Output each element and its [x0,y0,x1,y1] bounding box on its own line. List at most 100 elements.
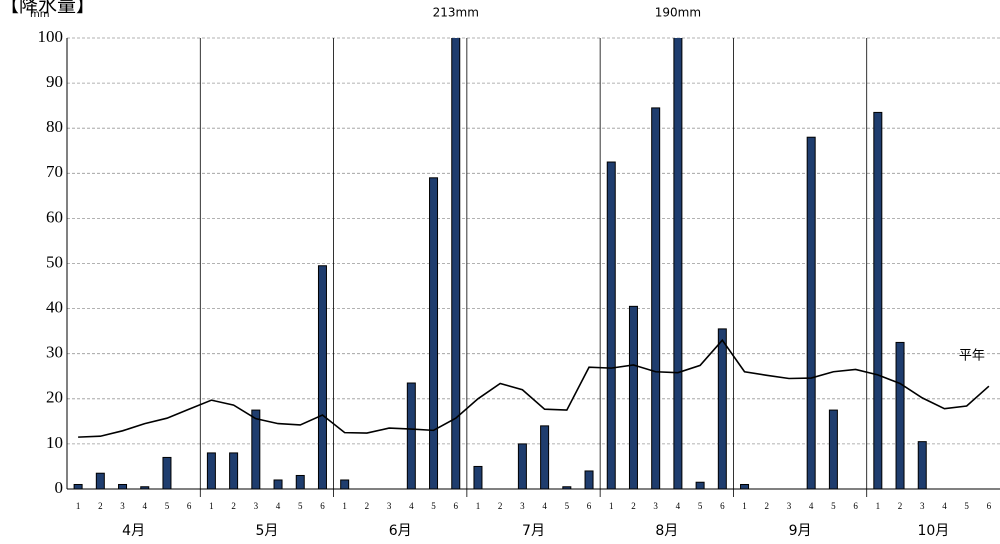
bar [651,107,661,489]
x-tick-label: 2 [231,501,236,511]
x-tick-label: 1 [342,501,347,511]
y-tick-label: 50 [46,252,63,271]
x-tick-label: 5 [698,501,703,511]
x-tick-label: 3 [254,501,259,511]
x-tick-label: 6 [587,501,592,511]
x-tick-label: 1 [209,501,214,511]
x-tick-label: 2 [98,501,103,511]
x-tick-label: 1 [742,501,747,511]
x-tick-label: 4 [409,501,414,511]
x-tick-label: 2 [631,501,636,511]
bar [540,425,550,489]
bar [140,486,150,489]
bar [229,452,239,489]
value-label: 213mm [433,6,479,20]
month-label: 5月 [255,523,278,539]
x-tick-label: 5 [565,501,570,511]
bar [473,465,483,489]
normal-line [78,338,990,438]
y-tick-label: 20 [46,388,63,407]
month-label: 9月 [789,523,812,539]
x-tick-label: 4 [676,501,681,511]
x-tick-label: 5 [431,501,436,511]
month-label: 8月 [655,523,678,539]
x-tick-label: 5 [298,501,303,511]
line-label: 平年 [959,349,985,364]
bar [806,136,816,489]
x-tick-label: 6 [987,501,992,511]
bar [628,305,638,489]
month-label: 7月 [522,523,545,539]
bar [118,483,128,489]
x-tick-label: 2 [765,501,770,511]
x-tick-label: 2 [498,501,503,511]
x-tick-label: 2 [365,501,370,511]
y-tick-label: 30 [46,343,63,362]
y-tick-label: 40 [46,298,63,317]
bar [73,483,83,489]
bar [406,382,416,489]
y-tick-label: 0 [55,478,64,497]
bar [562,486,572,489]
x-tick-label: 3 [787,501,792,511]
bar [95,472,105,489]
bar [740,483,750,489]
y-tick-label: 10 [46,433,63,452]
x-tick-label: 6 [454,501,459,511]
x-tick-label: 6 [853,501,858,511]
bar [517,443,527,489]
bar [673,38,683,489]
bar [273,479,283,489]
x-tick-label: 3 [387,501,392,511]
x-tick-label: 6 [320,501,325,511]
x-tick-label: 6 [720,501,725,511]
bar [606,161,616,489]
x-tick-label: 1 [876,501,881,511]
y-tick-label: 60 [46,207,63,226]
bar [317,265,327,489]
bar [295,474,305,489]
x-tick-label: 1 [476,501,481,511]
x-tick-label: 5 [831,501,836,511]
plot-area [73,38,990,489]
y-tick-label: 100 [38,27,64,46]
x-tick-label: 2 [898,501,903,511]
x-tick-label: 5 [165,501,170,511]
value-label: 190mm [655,6,701,20]
x-tick-label: 4 [143,501,148,511]
bar [584,470,594,489]
y-tick-label: 80 [46,117,63,136]
bar [162,456,172,489]
month-label: 6月 [389,523,412,539]
x-tick-label: 5 [964,501,969,511]
bar [451,38,461,489]
x-tick-label: 4 [942,501,947,511]
bar [895,341,905,489]
x-tick-label: 3 [920,501,925,511]
x-tick-label: 4 [542,501,547,511]
bar [251,409,261,489]
y-tick-label: 90 [46,72,63,91]
bar [717,328,727,489]
y-unit: mm [30,9,49,20]
y-tick-label: 70 [46,162,63,181]
bar [828,409,838,489]
x-tick-label: 3 [120,501,125,511]
month-label: 10月 [917,523,949,539]
bar [340,479,350,489]
x-tick-label: 3 [653,501,658,511]
bar [206,452,216,489]
chart-title: 【降水量】 [0,0,95,17]
month-label: 4月 [122,523,145,539]
bar [873,111,883,489]
bar [917,441,927,489]
bar [695,481,705,489]
x-tick-label: 4 [276,501,281,511]
x-tick-label: 6 [187,501,192,511]
x-tick-label: 3 [520,501,525,511]
bar [429,177,439,489]
x-tick-label: 1 [76,501,81,511]
x-tick-label: 4 [809,501,814,511]
x-tick-label: 1 [609,501,614,511]
